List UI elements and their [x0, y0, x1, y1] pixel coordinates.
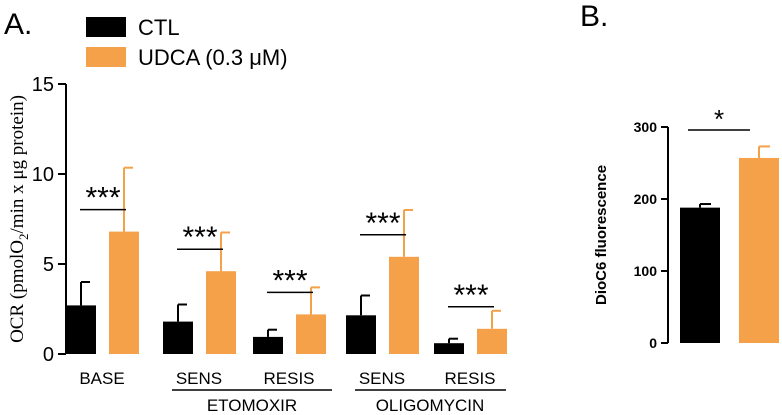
y-tick-label-a-3: 15	[32, 74, 54, 96]
category-label-a-3: SENS	[359, 369, 405, 388]
y-tick-label-b-3: 300	[634, 119, 658, 135]
legend-swatch-ctl	[86, 17, 126, 37]
legend-label-udca: UDCA (0.3 μM)	[138, 45, 288, 70]
bar-a-1-4	[477, 328, 507, 354]
bar-a-1-1	[206, 271, 236, 354]
bar-a-0-2	[253, 336, 283, 354]
category-label-a-4: RESIS	[444, 369, 495, 388]
group-label-oligomycin: OLIGOMYCIN	[376, 396, 485, 415]
y-axis-label-b: DioC6 fluorescence	[593, 165, 610, 305]
y-tick-label-a-0: 0	[43, 344, 54, 366]
panel-label-b: B.	[580, 0, 608, 33]
bar-b-0	[680, 207, 720, 343]
significance-stars-a-2: ***	[272, 264, 307, 297]
category-label-a-2: RESIS	[263, 369, 314, 388]
significance-stars-a-0: ***	[85, 182, 120, 215]
y-tick-label-b-1: 100	[634, 263, 658, 279]
bar-a-0-0	[66, 305, 96, 354]
y-tick-label-a-2: 10	[32, 164, 54, 186]
y-tick-label-b-0: 0	[649, 335, 657, 351]
y-tick-label-b-2: 200	[634, 191, 658, 207]
chart-b: 0 100 200 300 *	[634, 104, 779, 351]
bar-a-1-3	[389, 256, 419, 354]
legend: CTL UDCA (0.3 μM)	[86, 15, 288, 70]
legend-label-ctl: CTL	[138, 15, 180, 40]
bar-a-0-4	[434, 343, 464, 354]
y-axis-label-a: OCR (pmolO2/min x μg protein)	[7, 95, 31, 343]
significance-stars-a-1: ***	[182, 221, 217, 254]
panel-label-a: A.	[4, 8, 32, 41]
bar-b-1	[739, 157, 779, 343]
chart-a: 0 5 10 15 BASE SENS RESIS SENS RESIS ETOMOXIR OLIG…	[32, 74, 507, 415]
bar-a-0-3	[346, 315, 376, 354]
significance-stars-a-3: ***	[365, 207, 400, 240]
y-tick-label-a-1: 5	[43, 254, 54, 276]
bar-a-1-0	[109, 231, 139, 354]
bar-a-0-1	[163, 321, 193, 354]
group-label-etomoxir: ETOMOXIR	[207, 396, 297, 415]
category-label-a-0: BASE	[79, 369, 124, 388]
significance-stars-a-4: ***	[453, 279, 488, 312]
significance-star-b: *	[714, 104, 724, 134]
legend-swatch-udca	[86, 47, 126, 67]
category-label-a-1: SENS	[176, 369, 222, 388]
bar-a-1-2	[296, 314, 326, 354]
